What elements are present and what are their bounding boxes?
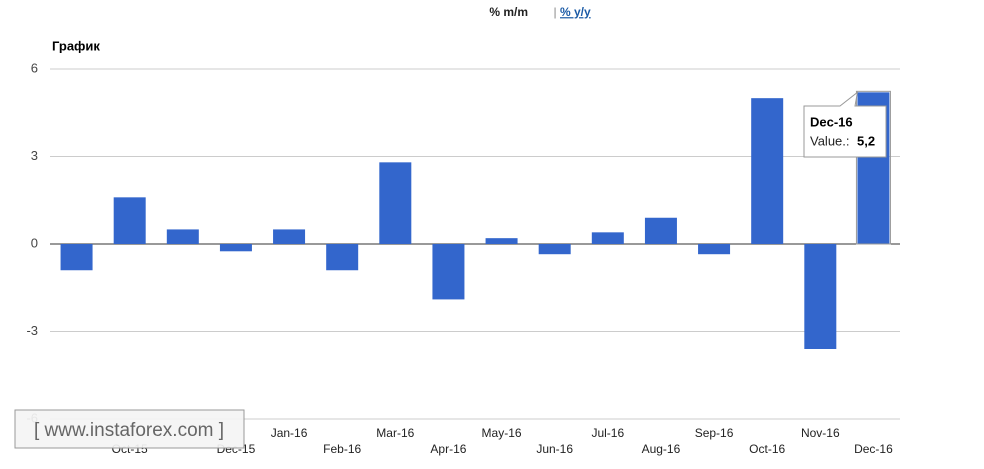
y-tick-label: 0 bbox=[31, 235, 38, 250]
bar bbox=[751, 98, 784, 245]
watermark: [ www.instaforex.com ] bbox=[34, 420, 224, 441]
tooltip-title: Dec-16 bbox=[810, 114, 853, 129]
tooltip-value: 5,2 bbox=[857, 133, 875, 148]
x-tick-label: Feb-16 bbox=[323, 442, 361, 456]
bar bbox=[60, 244, 93, 271]
x-tick-label: Oct-16 bbox=[749, 442, 785, 456]
y-tick-label: 3 bbox=[31, 148, 38, 163]
x-tick-label: Jul-16 bbox=[591, 426, 624, 440]
bar bbox=[379, 162, 412, 244]
y-tick-label: -3 bbox=[26, 323, 38, 338]
mode-option-yy[interactable]: % y/y bbox=[560, 5, 591, 19]
bar bbox=[591, 232, 624, 244]
bar bbox=[804, 244, 837, 349]
y-tick-label: 6 bbox=[31, 60, 38, 75]
watermark-box bbox=[14, 409, 245, 449]
bar bbox=[485, 238, 518, 244]
bar bbox=[432, 244, 465, 300]
x-tick-label: Mar-16 bbox=[376, 426, 414, 440]
bar bbox=[326, 244, 359, 271]
bar bbox=[538, 244, 571, 255]
bar bbox=[273, 229, 306, 244]
bar bbox=[644, 217, 677, 244]
hover-outline bbox=[855, 90, 891, 245]
bar bbox=[113, 197, 146, 244]
tooltip-box bbox=[803, 91, 887, 158]
x-tick-label: May-16 bbox=[482, 426, 522, 440]
x-tick-label: Nov-16 bbox=[801, 426, 840, 440]
bar bbox=[698, 244, 731, 255]
chart-title: График bbox=[52, 38, 100, 53]
bar bbox=[219, 244, 252, 252]
x-tick-label: Jan-16 bbox=[271, 426, 308, 440]
tooltip-label: Value.: bbox=[810, 133, 850, 148]
x-tick-label: Apr-16 bbox=[430, 442, 466, 456]
separator: | bbox=[553, 5, 556, 19]
x-tick-label: Dec-16 bbox=[854, 442, 893, 456]
mode-option-mm[interactable]: % m/m bbox=[489, 5, 528, 19]
x-tick-label: Jun-16 bbox=[536, 442, 573, 456]
bar bbox=[166, 229, 199, 244]
x-tick-label: Aug-16 bbox=[642, 442, 681, 456]
x-tick-label: Sep-16 bbox=[695, 426, 734, 440]
